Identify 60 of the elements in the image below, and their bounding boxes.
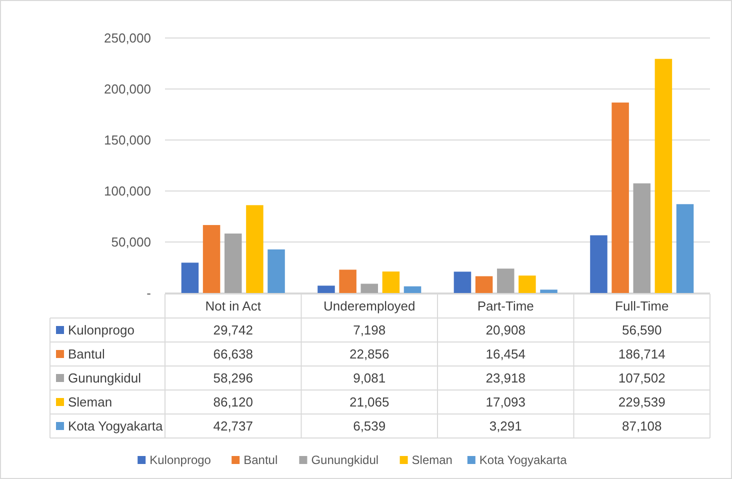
data-label: 23,918	[486, 370, 526, 386]
data-label: 107,502	[618, 370, 666, 386]
text: Kulonprogo	[150, 453, 211, 468]
bar	[360, 284, 378, 293]
y-tick-label: 100,000	[104, 184, 151, 199]
data-label: 16,454	[486, 346, 526, 362]
bar	[404, 286, 422, 293]
data-label: 186,714	[618, 346, 666, 362]
data-label: 20,908	[486, 322, 526, 338]
legend-label: Bantul	[68, 346, 105, 362]
data-label: 66,638	[213, 346, 254, 362]
legend-label: Sleman	[412, 453, 452, 468]
bar	[540, 290, 558, 293]
bar	[633, 183, 651, 293]
text: Gunungkidul	[311, 453, 379, 468]
data-label: 86,120	[213, 394, 254, 410]
data-label: 21,065	[349, 394, 390, 410]
bar	[496, 268, 514, 293]
bar	[454, 272, 472, 293]
text: Sleman	[68, 394, 112, 410]
data-label: 42,737	[213, 418, 254, 434]
data-label: 22,856	[349, 346, 390, 362]
x-tick-label: Underemployed	[323, 298, 416, 314]
data-label: 58,296	[213, 370, 254, 386]
y-tick-label: 250,000	[104, 30, 151, 46]
bar	[612, 102, 629, 293]
legend-label: Kota Yogyakarta	[479, 453, 568, 468]
text: Bantul	[244, 453, 278, 468]
y-tick-label: 200,000	[104, 82, 151, 97]
x-tick-label: Part-Time	[477, 298, 534, 314]
y-tick-label: 150,000	[104, 132, 151, 148]
x-tick-label: Not in Act	[205, 298, 262, 314]
data-label: 7,198	[353, 322, 386, 338]
data-label: 3,291	[489, 418, 522, 434]
bar	[475, 276, 493, 293]
bar	[654, 58, 672, 293]
data-label: 56,590	[622, 322, 662, 338]
bar	[246, 205, 264, 293]
bar	[224, 234, 242, 293]
data-label: 9,081	[353, 370, 386, 386]
text: Kota Yogyakarta	[68, 418, 163, 434]
bar	[318, 286, 335, 293]
x-tick-label: Full-Time	[615, 298, 669, 314]
data-label: 6,539	[353, 418, 386, 434]
bar	[339, 270, 356, 293]
bar	[518, 276, 536, 293]
legend-label: Kulonprogo	[68, 322, 134, 338]
bar	[590, 235, 608, 293]
data-label: 229,539	[618, 394, 666, 410]
data-label: 17,093	[486, 394, 526, 410]
data-label: 29,742	[213, 322, 254, 338]
bar	[202, 225, 220, 293]
bar	[676, 204, 694, 293]
bar	[382, 272, 400, 293]
legend-label: Gunungkidul	[68, 370, 142, 386]
y-tick-label: -	[146, 286, 151, 301]
bar	[268, 249, 285, 293]
bar	[181, 262, 199, 293]
data-label: 87,108	[622, 418, 662, 434]
y-tick-label: 50,000	[111, 234, 151, 250]
